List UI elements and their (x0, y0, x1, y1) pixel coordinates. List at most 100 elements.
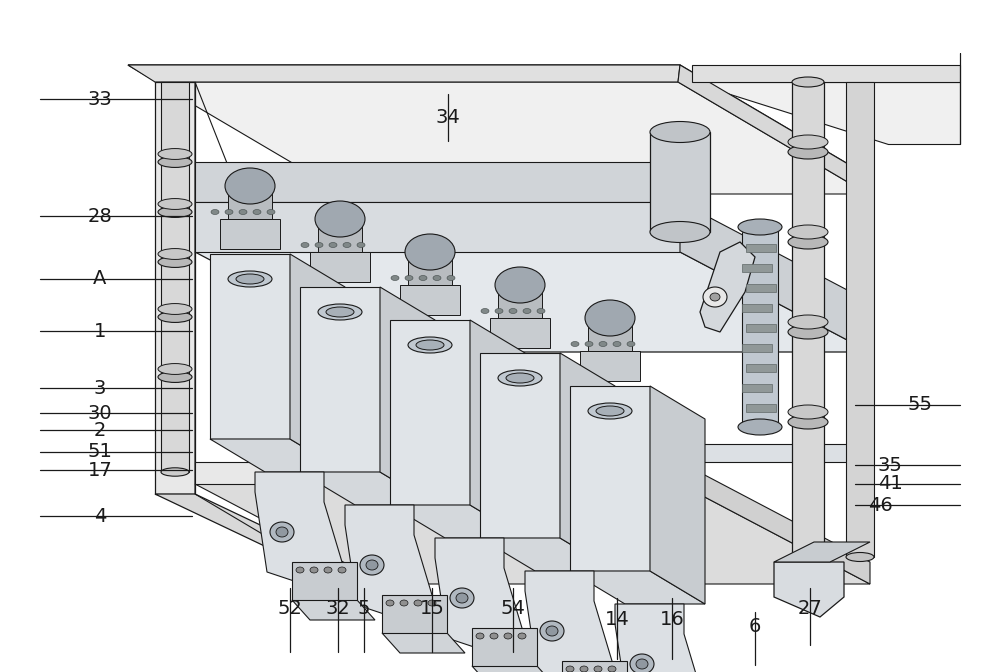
Polygon shape (400, 285, 460, 315)
Ellipse shape (518, 633, 526, 639)
Polygon shape (255, 472, 342, 592)
Ellipse shape (239, 210, 247, 214)
Ellipse shape (270, 522, 294, 542)
Polygon shape (525, 571, 612, 672)
Polygon shape (220, 219, 280, 249)
Ellipse shape (585, 300, 635, 336)
Text: 30: 30 (88, 404, 112, 423)
Text: 35: 35 (878, 456, 902, 474)
Ellipse shape (788, 145, 828, 159)
Ellipse shape (416, 340, 444, 350)
Ellipse shape (788, 135, 828, 149)
Ellipse shape (158, 364, 192, 374)
Polygon shape (742, 227, 778, 427)
Ellipse shape (310, 567, 318, 573)
Polygon shape (228, 189, 272, 219)
Ellipse shape (338, 567, 346, 573)
Ellipse shape (158, 257, 192, 267)
Polygon shape (470, 320, 525, 538)
Polygon shape (700, 242, 755, 332)
Ellipse shape (788, 315, 828, 329)
Text: 32: 32 (326, 599, 350, 618)
Text: 2: 2 (94, 421, 106, 439)
Ellipse shape (360, 555, 384, 575)
Ellipse shape (357, 243, 365, 247)
Ellipse shape (276, 527, 288, 537)
Ellipse shape (405, 276, 413, 280)
Ellipse shape (481, 308, 489, 314)
Bar (742, 264, 772, 272)
Bar (746, 284, 776, 292)
Ellipse shape (627, 341, 635, 347)
Ellipse shape (341, 558, 369, 566)
Text: 34: 34 (436, 108, 460, 127)
Ellipse shape (537, 308, 545, 314)
Polygon shape (310, 252, 370, 282)
Ellipse shape (608, 666, 616, 672)
Polygon shape (195, 162, 680, 202)
Text: 17: 17 (88, 461, 112, 480)
Text: 51: 51 (88, 442, 112, 461)
Ellipse shape (596, 406, 624, 416)
Ellipse shape (738, 419, 782, 435)
Text: 4: 4 (94, 507, 106, 526)
Polygon shape (480, 353, 560, 538)
Ellipse shape (324, 567, 332, 573)
Ellipse shape (400, 600, 408, 606)
Ellipse shape (788, 325, 828, 339)
Ellipse shape (788, 225, 828, 239)
Ellipse shape (267, 210, 275, 214)
Ellipse shape (301, 243, 309, 247)
Polygon shape (774, 562, 844, 617)
Ellipse shape (386, 600, 394, 606)
Ellipse shape (546, 626, 558, 636)
Ellipse shape (419, 276, 427, 280)
Polygon shape (290, 254, 345, 472)
Polygon shape (435, 538, 522, 658)
Polygon shape (195, 462, 680, 484)
Polygon shape (408, 255, 452, 285)
Ellipse shape (594, 666, 602, 672)
Ellipse shape (588, 403, 632, 419)
Ellipse shape (326, 307, 354, 317)
Ellipse shape (495, 267, 545, 303)
Polygon shape (345, 505, 432, 625)
Ellipse shape (366, 560, 378, 570)
Polygon shape (155, 82, 195, 494)
Text: 5: 5 (358, 599, 370, 618)
Polygon shape (195, 252, 870, 352)
Polygon shape (580, 351, 640, 381)
Ellipse shape (490, 633, 498, 639)
Ellipse shape (211, 210, 219, 214)
Ellipse shape (158, 157, 192, 167)
Text: A: A (93, 269, 107, 288)
Text: 3: 3 (94, 379, 106, 398)
Polygon shape (678, 65, 870, 194)
Ellipse shape (846, 552, 874, 562)
Ellipse shape (788, 415, 828, 429)
Bar (742, 344, 772, 352)
Ellipse shape (456, 593, 468, 603)
Polygon shape (498, 288, 542, 318)
Polygon shape (615, 604, 702, 672)
Ellipse shape (580, 666, 588, 672)
Ellipse shape (329, 243, 337, 247)
Text: 52: 52 (278, 599, 302, 618)
Ellipse shape (585, 341, 593, 347)
Bar (792, 82, 824, 572)
Ellipse shape (710, 293, 720, 301)
Ellipse shape (236, 274, 264, 284)
Polygon shape (692, 65, 960, 82)
Ellipse shape (509, 308, 517, 314)
Polygon shape (570, 571, 705, 604)
Text: 33: 33 (88, 90, 112, 109)
Ellipse shape (158, 312, 192, 323)
Text: 28: 28 (88, 207, 112, 226)
Polygon shape (195, 484, 870, 584)
Bar (746, 324, 776, 332)
Polygon shape (680, 462, 870, 584)
Ellipse shape (158, 198, 192, 210)
Polygon shape (560, 353, 615, 571)
Ellipse shape (738, 219, 782, 235)
Polygon shape (680, 202, 870, 352)
